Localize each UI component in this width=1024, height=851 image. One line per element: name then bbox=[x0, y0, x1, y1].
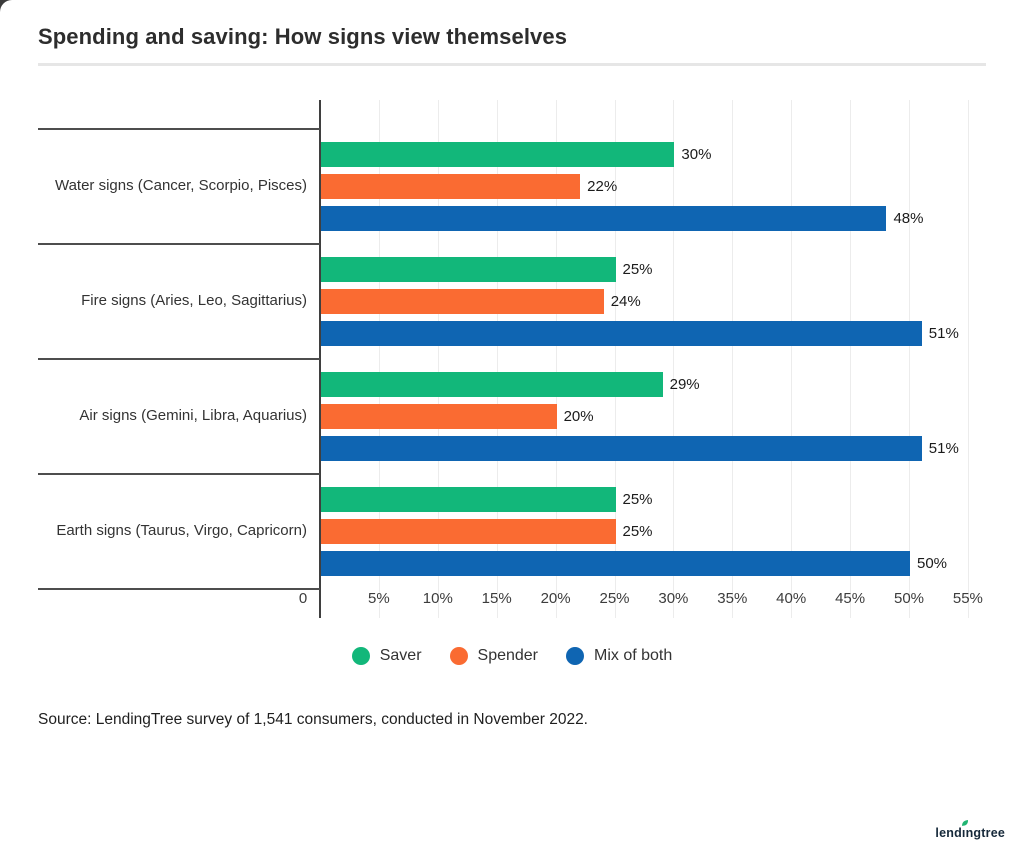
row-divider-line bbox=[38, 243, 320, 245]
bar bbox=[321, 142, 675, 167]
bar-value-label: 25% bbox=[622, 491, 653, 508]
legend-label: Saver bbox=[379, 647, 422, 664]
x-axis-tick-label: 0 bbox=[298, 590, 308, 607]
bar bbox=[321, 519, 616, 544]
legend-item: Spender bbox=[449, 647, 539, 665]
bar-value-label: 30% bbox=[681, 146, 712, 163]
bar-value-label: 50% bbox=[917, 555, 948, 572]
x-axis-tick-label: 15% bbox=[481, 590, 512, 607]
y-axis-line bbox=[319, 100, 321, 618]
gridline bbox=[909, 100, 910, 618]
x-axis-tick-label: 40% bbox=[776, 590, 807, 607]
logo-text: ngtree bbox=[965, 826, 1005, 840]
x-axis-tick-label: 55% bbox=[952, 590, 983, 607]
bar bbox=[321, 372, 663, 397]
bar-value-label: 20% bbox=[563, 408, 594, 425]
bar bbox=[321, 551, 910, 576]
row-divider-line bbox=[38, 358, 320, 360]
legend-dot-icon bbox=[566, 647, 585, 665]
bar bbox=[321, 404, 557, 429]
gridline bbox=[378, 100, 380, 618]
row-divider-line bbox=[38, 128, 320, 130]
lendingtree-logo: lendı ngtree bbox=[935, 820, 1005, 840]
category-label: Earth signs (Taurus, Virgo, Capricorn) bbox=[56, 522, 307, 539]
bar bbox=[321, 289, 604, 314]
gridline bbox=[437, 100, 439, 618]
x-axis-tick-label: 30% bbox=[658, 590, 689, 607]
gridline bbox=[732, 100, 734, 618]
x-axis-tick-label: 25% bbox=[599, 590, 630, 607]
bar bbox=[321, 257, 616, 282]
gridline bbox=[496, 100, 498, 618]
bar-value-label: 24% bbox=[610, 293, 641, 310]
gridline bbox=[850, 100, 852, 618]
chart: Water signs (Cancer, Scorpio, Pisces) Fir… bbox=[0, 100, 1024, 618]
x-axis-tick-label: 45% bbox=[835, 590, 866, 607]
source-note: Source: LendingTree survey of 1,541 cons… bbox=[38, 711, 588, 728]
gridline bbox=[967, 100, 969, 618]
leaf-icon bbox=[961, 820, 968, 826]
logo-letter-i: ı bbox=[961, 820, 968, 840]
x-axis-tick-label: 20% bbox=[540, 590, 571, 607]
bar bbox=[321, 206, 887, 231]
bar-value-label: 25% bbox=[622, 523, 653, 540]
bar bbox=[321, 321, 922, 346]
gridline bbox=[555, 100, 557, 618]
legend-dot-icon bbox=[351, 647, 370, 665]
bar-value-label: 51% bbox=[928, 440, 959, 457]
bar-value-label: 48% bbox=[893, 210, 924, 227]
x-axis-tick-label: 35% bbox=[717, 590, 748, 607]
logo-text: lend bbox=[935, 826, 962, 840]
category-label: Fire signs (Aries, Leo, Sagittarius) bbox=[81, 292, 307, 309]
gridline bbox=[673, 100, 675, 618]
page-title: Spending and saving: How signs view them… bbox=[38, 24, 568, 49]
legend-item: Mix of both bbox=[566, 647, 672, 665]
gridline bbox=[791, 100, 793, 618]
legend-dot-icon bbox=[449, 647, 468, 665]
legend-label: Mix of both bbox=[594, 647, 673, 664]
x-axis-tick-label: 50% bbox=[893, 590, 925, 607]
bar bbox=[321, 174, 581, 199]
bar-value-label: 22% bbox=[587, 178, 618, 195]
bar-value-label: 25% bbox=[622, 261, 653, 278]
x-axis-tick-label: 10% bbox=[422, 590, 453, 607]
category-label: Water signs (Cancer, Scorpio, Pisces) bbox=[54, 177, 307, 194]
bar bbox=[321, 487, 616, 512]
legend: Saver Spender Mix of both bbox=[0, 647, 1024, 665]
bar-value-label: 51% bbox=[928, 325, 959, 342]
x-axis-tick-label: 5% bbox=[368, 590, 390, 607]
legend-item: Saver bbox=[351, 647, 422, 665]
row-divider-line bbox=[38, 588, 320, 590]
gridline bbox=[614, 100, 616, 618]
title-divider bbox=[38, 63, 986, 66]
row-divider-line bbox=[38, 473, 320, 475]
bar bbox=[321, 436, 922, 461]
legend-label: Spender bbox=[477, 647, 539, 664]
bar-value-label: 29% bbox=[669, 376, 700, 393]
category-label: Air signs (Gemini, Libra, Aquarius) bbox=[79, 407, 307, 424]
